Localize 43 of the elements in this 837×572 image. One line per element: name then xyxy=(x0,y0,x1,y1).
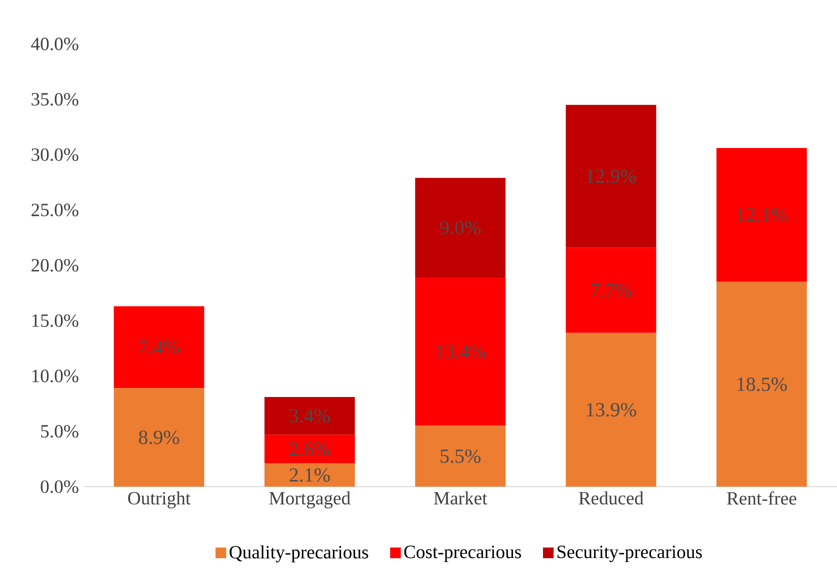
y-tick-label: 30.0% xyxy=(32,148,78,162)
x-tick-label: Market xyxy=(434,491,488,505)
y-tick-label: 25.0% xyxy=(32,204,78,216)
y-tick-label: 20.0% xyxy=(32,258,78,272)
bar xyxy=(716,282,807,487)
data-label: 2.6% xyxy=(290,442,330,456)
y-tick-label: 40.0% xyxy=(31,38,78,50)
legend-label: Security-precarious xyxy=(558,546,702,562)
y-tick-label: 10.0% xyxy=(32,370,78,382)
data-label: 2.1% xyxy=(290,468,330,482)
y-tick-label: 35.0% xyxy=(32,92,78,106)
data-label: 3.4% xyxy=(290,409,330,423)
data-label: 9.0% xyxy=(440,220,480,235)
bar xyxy=(415,178,506,278)
bar xyxy=(566,104,656,248)
y-tick-label: 0.0% xyxy=(40,480,78,494)
x-tick-label: Outright xyxy=(128,491,191,508)
data-label: 8.9% xyxy=(138,430,180,444)
data-label: 7.4% xyxy=(139,340,180,354)
bar xyxy=(114,306,204,388)
legend-label: Cost-precarious xyxy=(404,546,521,562)
bar xyxy=(415,426,506,487)
bar xyxy=(415,278,506,426)
data-label: 13.4% xyxy=(436,344,486,358)
bar xyxy=(114,388,204,487)
bar xyxy=(264,463,355,487)
bar xyxy=(264,397,355,435)
data-label: 7.7% xyxy=(591,283,632,298)
data-label: 5.5% xyxy=(440,449,480,464)
y-tick-label: 5.0% xyxy=(41,424,78,438)
x-tick-label: Mortgaged xyxy=(269,491,350,508)
y-tick-label: 15.0% xyxy=(32,314,78,328)
x-tick-label: Rent-free xyxy=(726,491,796,505)
data-label: 18.5% xyxy=(738,378,787,392)
bar xyxy=(566,248,656,333)
data-label: 12.9% xyxy=(586,169,636,184)
x-tick-label: Reduced xyxy=(578,491,644,505)
data-label: 13.9% xyxy=(586,402,636,417)
bar xyxy=(264,434,355,464)
bar xyxy=(566,332,656,487)
legend-label: Quality-precarious xyxy=(230,545,368,562)
data-label: 12.1% xyxy=(738,208,787,222)
bar xyxy=(716,148,807,282)
